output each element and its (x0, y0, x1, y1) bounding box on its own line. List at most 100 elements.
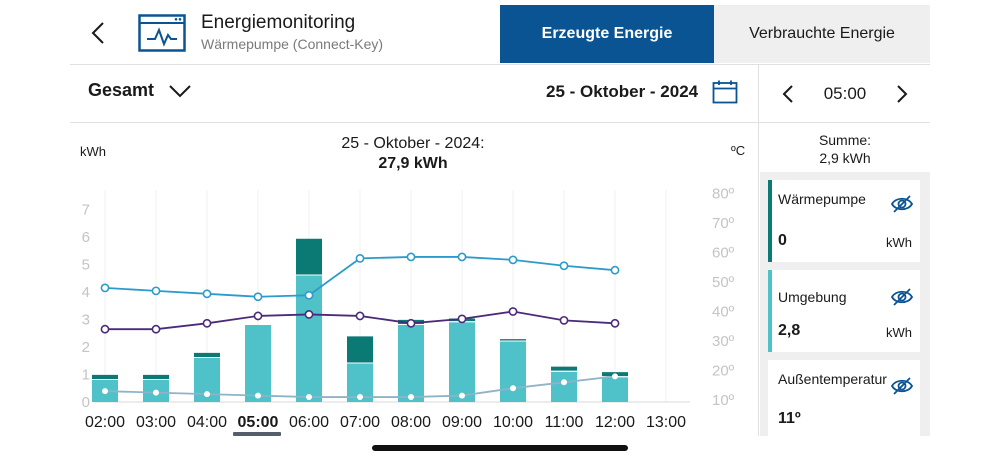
y-right-tick-label: 20º (712, 363, 735, 380)
x-tick-label: 06:00 (289, 414, 329, 431)
header-divider (70, 64, 930, 65)
bar-heatpump (500, 339, 526, 341)
x-tick-label: 09:00 (442, 414, 482, 431)
y-right-tick-label: 30º (712, 333, 735, 350)
sum-label: Summe: (818, 132, 872, 148)
series-point (612, 373, 618, 380)
y-axis-left-unit: kWh (80, 144, 106, 159)
series-point (253, 292, 263, 302)
y-right-tick-label: 10º (712, 392, 735, 409)
sidebar-divider (758, 64, 759, 436)
x-tick-label: 12:00 (595, 414, 635, 431)
bar-heatpump (296, 238, 322, 275)
series-point (408, 394, 414, 401)
series-point (508, 255, 518, 265)
series-point (357, 394, 363, 401)
bar-heatpump (92, 374, 118, 379)
x-tick-label: 07:00 (340, 414, 380, 431)
legend-card-outdoor-temperature: Außentemperatur 11º (768, 360, 920, 436)
series-point (559, 315, 569, 325)
category-dropdown[interactable]: Gesamt (88, 80, 192, 101)
bar-heatpump (551, 366, 577, 371)
y-left-tick-label: 4 (82, 284, 90, 301)
eye-off-icon (890, 377, 914, 395)
series-point (355, 311, 365, 321)
series-point (255, 392, 261, 399)
y-right-tick-label: 50º (712, 274, 735, 291)
series-point (559, 261, 569, 271)
legend-card-unit: kWh (886, 325, 912, 340)
toggle-visibility-heatpump[interactable] (890, 194, 914, 214)
bar-environment (500, 341, 526, 402)
tab-consumed-energy[interactable]: Verbrauchte Energie (714, 5, 930, 63)
series-point (204, 391, 210, 398)
toggle-visibility-outdoor-temperature[interactable] (890, 376, 914, 396)
bar-environment (398, 325, 424, 402)
bar-environment (449, 322, 475, 402)
previous-hour-button[interactable] (776, 80, 800, 108)
date-picker[interactable]: 25 - Oktober - 2024 (546, 80, 738, 104)
series-point (508, 307, 518, 316)
x-tick-label: 05:00 (238, 414, 279, 431)
tab-produced-energy[interactable]: Erzeugte Energie (500, 5, 714, 63)
chart-total: 27,9 kWh (378, 155, 448, 172)
series-point (610, 265, 620, 275)
series-point (100, 283, 110, 293)
eye-off-icon (890, 288, 914, 306)
bar-environment (551, 371, 577, 402)
legend-card-environment: Umgebung 2,8 kWh (768, 270, 920, 352)
series-point (457, 252, 467, 262)
y-right-tick-label: 40º (712, 304, 735, 321)
chevron-down-icon (169, 84, 191, 97)
series-point (153, 389, 159, 396)
series-point (306, 394, 312, 401)
x-tick-label: 10:00 (493, 414, 533, 431)
energy-chart: 0 1 2 3 4 5 6 7 10º 20º 30º 40º 50º 60º 70º 80º 02:00 03:… (82, 186, 735, 432)
sum-value: 2,9 kWh (819, 150, 871, 166)
legend-card-accent (768, 270, 772, 352)
series-point (561, 379, 567, 386)
series-point (457, 314, 467, 324)
back-button[interactable] (84, 18, 112, 48)
legend-card-title: Wärmepumpe (778, 191, 866, 207)
chevron-left-icon (91, 22, 104, 44)
app-title: Energiemonitoring (201, 12, 356, 33)
x-tick-label: 13:00 (646, 414, 686, 431)
x-tick-label: 11:00 (545, 414, 584, 431)
eye-off-icon (890, 195, 914, 213)
selected-time-indicator (233, 432, 281, 436)
chevron-right-icon (897, 85, 908, 103)
x-tick-label: 03:00 (136, 414, 176, 431)
bar-heatpump (347, 336, 373, 363)
legend-card-accent (768, 180, 772, 262)
bar-environment (245, 325, 271, 402)
series-point (304, 290, 314, 300)
series-point (202, 318, 212, 328)
series-point (610, 318, 620, 328)
legend-card-title: Umgebung (778, 289, 847, 305)
calendar-icon (712, 80, 738, 104)
next-hour-button[interactable] (890, 80, 914, 108)
series-point (151, 286, 161, 296)
y-left-tick-label: 1 (82, 367, 90, 384)
y-right-tick-label: 70º (712, 215, 735, 232)
time-navigator: 05:00 (760, 72, 930, 116)
toggle-visibility-environment[interactable] (890, 287, 914, 307)
y-left-tick-label: 3 (82, 312, 90, 329)
series-point (459, 392, 465, 399)
home-indicator (372, 445, 628, 451)
app-subtitle: Wärmepumpe (Connect-Key) (201, 36, 384, 52)
filter-divider (70, 122, 930, 123)
y-right-tick-label: 60º (712, 245, 735, 262)
y-left-tick-label: 0 (82, 394, 90, 411)
series-point (510, 385, 516, 392)
chart-date: 25 - Oktober - 2024: (341, 135, 485, 152)
series-point (406, 318, 416, 328)
energy-monitor-icon (138, 14, 186, 52)
legend-card-unit: kWh (886, 235, 912, 250)
chevron-left-icon (782, 85, 793, 103)
x-tick-label: 02:00 (85, 414, 125, 431)
y-left-tick-label: 6 (82, 229, 90, 246)
series-point (100, 324, 110, 334)
series-point (102, 388, 108, 395)
